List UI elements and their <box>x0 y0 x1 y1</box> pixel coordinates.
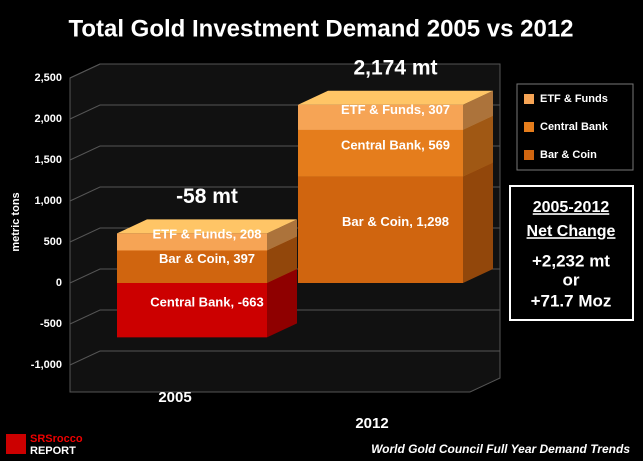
net-change-box <box>509 185 634 321</box>
total-annotation: 2,174 mt <box>353 56 437 79</box>
bar <box>298 129 463 177</box>
bar <box>117 283 267 338</box>
source: World Gold Council Full Year Demand Tren… <box>371 442 630 456</box>
total-annotation: -58 mt <box>176 185 238 208</box>
grid-line <box>69 309 500 325</box>
x-tick-label: 2005 <box>158 389 191 406</box>
data-label: Central Bank, -663 <box>150 295 263 310</box>
y-tick-label: 1,000 <box>34 195 62 207</box>
bar-side <box>267 219 297 251</box>
data-label: Bar & Coin, 397 <box>159 251 255 266</box>
grid-line <box>69 63 500 79</box>
logo-icon <box>6 434 26 454</box>
y-tick-label: 2,500 <box>34 72 62 84</box>
y-tick-label: -500 <box>40 318 62 330</box>
y-axis-label: metric tons <box>10 192 22 251</box>
legend-label: Central Bank <box>540 121 609 133</box>
net-change-line: +71.7 Moz <box>531 291 612 310</box>
bar-top <box>117 219 297 234</box>
bar <box>298 176 463 283</box>
bar <box>117 233 267 251</box>
net-change-line: 2005-2012 <box>533 199 610 216</box>
legend-swatch <box>524 122 534 132</box>
net-change-line: Net Change <box>527 223 616 240</box>
bar-side <box>463 115 493 177</box>
y-tick-label: 500 <box>44 236 62 248</box>
y-tick-label: 1,500 <box>34 154 62 166</box>
data-label: Central Bank, 569 <box>341 138 450 153</box>
y-tick-label: 0 <box>56 277 62 289</box>
chart-title: Total Gold Investment Demand 2005 vs 201… <box>68 15 573 42</box>
bar <box>117 250 267 283</box>
bar-side <box>267 236 297 283</box>
net-change-line: or <box>563 270 580 289</box>
data-label: ETF & Funds, 307 <box>341 102 450 117</box>
data-label: Bar & Coin, 1,298 <box>342 214 449 229</box>
y-tick-label: 2,000 <box>34 113 62 125</box>
bar-side <box>463 90 493 130</box>
logo-text: SRSrocco <box>30 433 83 445</box>
net-change-line: +2,232 mt <box>532 251 610 270</box>
data-label: ETF & Funds, 208 <box>152 226 261 241</box>
legend-label: Bar & Coin <box>540 149 597 161</box>
legend-swatch <box>524 94 534 104</box>
bar-top <box>298 90 493 105</box>
bar-side <box>463 162 493 283</box>
y-tick-label: -1,000 <box>31 359 62 371</box>
bar-side <box>267 269 297 338</box>
logo-text: REPORT <box>30 445 76 457</box>
legend-label: ETF & Funds <box>540 93 608 105</box>
legend-swatch <box>524 150 534 160</box>
x-tick-label: 2012 <box>355 415 388 432</box>
legend <box>516 83 634 171</box>
grid-line <box>69 350 500 366</box>
bar <box>298 104 463 130</box>
